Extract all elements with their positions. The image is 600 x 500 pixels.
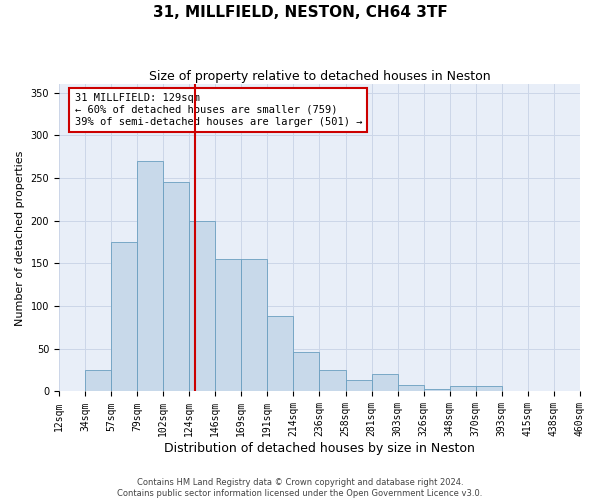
Bar [215,259,241,392]
Text: 31 MILLFIELD: 129sqm
← 60% of detached houses are smaller (759)
39% of semi-deta: 31 MILLFIELD: 129sqm ← 60% of detached h… [74,94,362,126]
Bar [137,161,163,392]
Bar [450,386,476,392]
Bar [371,374,398,392]
Bar [241,259,268,392]
Bar [398,386,424,392]
Text: Contains HM Land Registry data © Crown copyright and database right 2024.
Contai: Contains HM Land Registry data © Crown c… [118,478,482,498]
Bar [424,389,450,392]
Bar [476,386,502,392]
Title: Size of property relative to detached houses in Neston: Size of property relative to detached ho… [149,70,490,83]
Bar [293,352,319,392]
Bar [111,242,137,392]
Bar [189,220,215,392]
Y-axis label: Number of detached properties: Number of detached properties [15,150,25,326]
Bar [163,182,189,392]
Text: 31, MILLFIELD, NESTON, CH64 3TF: 31, MILLFIELD, NESTON, CH64 3TF [152,5,448,20]
Bar [346,380,371,392]
Bar [319,370,346,392]
Bar [268,316,293,392]
Bar [85,370,111,392]
X-axis label: Distribution of detached houses by size in Neston: Distribution of detached houses by size … [164,442,475,455]
